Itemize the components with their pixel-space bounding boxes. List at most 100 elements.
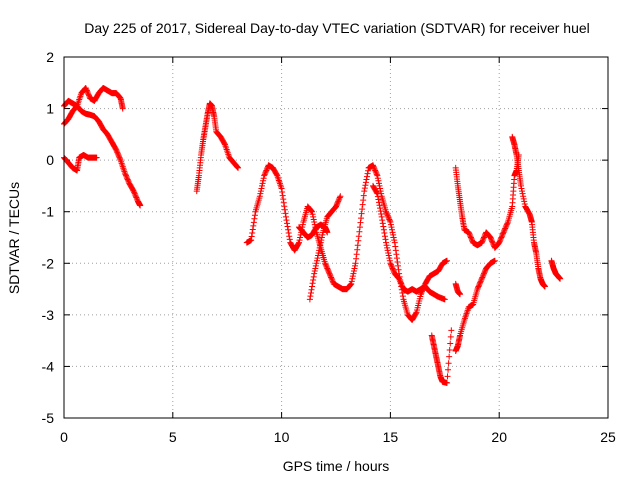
axis-ticks: [63, 56, 609, 419]
data-point: [295, 240, 302, 247]
data-point: [443, 257, 450, 264]
data-point: [310, 216, 317, 223]
data-point: [488, 237, 495, 244]
data-point: [351, 265, 358, 272]
data-point: [397, 279, 404, 286]
data-point: [390, 268, 397, 275]
y-tick-label: -4: [42, 358, 55, 374]
data-point: [84, 88, 91, 95]
data-point: [286, 236, 293, 243]
data-point: [374, 190, 381, 197]
data-point: [482, 268, 489, 275]
data-point: [307, 289, 314, 296]
data-point: [362, 182, 369, 189]
data-point: [353, 251, 360, 258]
data-point: [260, 177, 267, 184]
data-point: [327, 273, 334, 280]
data-point: [447, 333, 454, 340]
data-point: [132, 191, 139, 198]
data-point: [372, 168, 379, 175]
data-point: [373, 171, 380, 178]
data-point: [371, 164, 378, 171]
data-point: [477, 279, 484, 286]
data-point: [311, 219, 318, 226]
data-point: [394, 258, 401, 265]
data-point: [496, 238, 503, 245]
data-point: [383, 208, 390, 215]
data-point: [279, 192, 286, 199]
data-point: [350, 270, 357, 277]
data-point: [257, 190, 264, 197]
data-point: [360, 197, 367, 204]
data-point: [323, 262, 330, 269]
data-point: [84, 90, 91, 97]
data-point: [496, 239, 503, 246]
data-point: [444, 373, 451, 380]
data-point: [391, 239, 398, 246]
data-point: [392, 247, 399, 254]
data-point: [383, 210, 390, 217]
data-point: [467, 233, 474, 240]
data-point: [364, 170, 371, 177]
data-point: [325, 268, 332, 275]
data-point: [326, 270, 333, 277]
y-tick-label: 2: [46, 49, 54, 65]
data-point: [281, 203, 288, 210]
data-point: [354, 242, 361, 249]
data-point: [322, 260, 329, 267]
data-point: [445, 360, 452, 367]
data-point: [362, 179, 369, 186]
data-point: [445, 366, 452, 373]
data-point: [374, 193, 381, 200]
data-point: [250, 219, 257, 226]
data-point: [349, 275, 356, 282]
data-point: [356, 224, 363, 231]
data-point: [361, 185, 368, 192]
data-point: [370, 163, 377, 170]
data-point: [352, 262, 359, 269]
data-point: [122, 171, 129, 178]
data-point: [375, 180, 382, 187]
data-point: [393, 251, 400, 258]
data-point: [119, 105, 126, 112]
data-point: [279, 189, 286, 196]
data-point: [397, 278, 404, 285]
data-point: [385, 249, 392, 256]
series-arc-4: [193, 100, 242, 195]
data-point: [363, 176, 370, 183]
data-point: [384, 211, 391, 218]
data-point: [364, 173, 371, 180]
data-point: [520, 195, 527, 202]
data-point: [357, 219, 364, 226]
data-point: [383, 239, 390, 246]
data-point: [478, 277, 485, 284]
data-point: [82, 84, 89, 91]
data-point: [487, 234, 494, 241]
chart-title: Day 225 of 2017, Sidereal Day-to-day VTE…: [84, 20, 590, 36]
data-point: [447, 340, 454, 347]
data-point: [319, 231, 326, 238]
data-point: [124, 175, 131, 182]
data-point: [502, 224, 509, 231]
data-point: [125, 177, 132, 184]
data-point: [83, 86, 90, 93]
data-point: [355, 233, 362, 240]
data-point: [441, 296, 448, 303]
data-point: [329, 277, 336, 284]
data-point: [499, 231, 506, 238]
data-point: [260, 175, 267, 182]
data-point: [479, 274, 486, 281]
data-point: [389, 264, 396, 271]
data-point: [334, 199, 341, 206]
data-point: [385, 252, 392, 259]
x-tick-label: 10: [274, 429, 290, 445]
data-point: [503, 221, 510, 228]
data-point: [322, 261, 329, 268]
data-point: [387, 261, 394, 268]
data-point: [235, 164, 242, 171]
y-tick-label: 0: [46, 152, 54, 168]
data-point: [557, 275, 564, 282]
data-point: [251, 215, 258, 222]
